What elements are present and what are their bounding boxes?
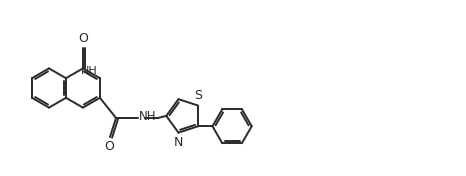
Text: N: N bbox=[174, 136, 183, 149]
Text: O: O bbox=[78, 32, 88, 45]
Text: NH: NH bbox=[81, 66, 97, 76]
Text: NH: NH bbox=[139, 110, 157, 123]
Text: O: O bbox=[104, 140, 114, 153]
Text: S: S bbox=[194, 89, 202, 102]
